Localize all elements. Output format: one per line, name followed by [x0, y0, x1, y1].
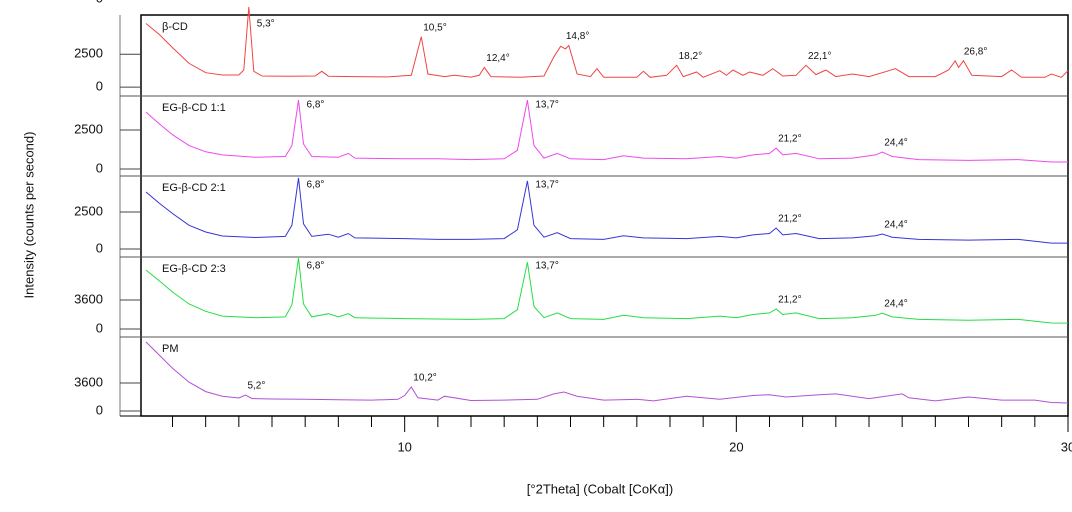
diffraction-line [145, 177, 1068, 244]
y-tick-label: 0 [96, 402, 103, 417]
y-tick-label: 3600 [74, 374, 103, 389]
y-tick-label: 0 [96, 79, 103, 94]
y-tick-label: 2500 [74, 121, 103, 136]
peak-label: 13,7° [535, 261, 558, 272]
series-label: PM [162, 343, 179, 355]
peak-label: 24,4° [884, 299, 907, 310]
y-tick-label: 0 [96, 0, 103, 6]
peak-label: 21,2° [778, 214, 801, 225]
diffraction-line [145, 258, 1069, 324]
peak-label: 21,2° [778, 295, 801, 306]
diffraction-line [145, 341, 1069, 404]
peak-label: 26,8° [964, 46, 987, 57]
peak-label: 13,7° [535, 180, 558, 191]
peak-label: 6,8° [307, 100, 325, 111]
peak-label: 10,5° [423, 22, 446, 33]
y-tick-label: 0 [96, 160, 103, 175]
y-tick-label: 0 [96, 320, 103, 335]
series-label: EG-β-CD 1:1 [162, 102, 226, 114]
peak-label: 18,2° [679, 51, 702, 62]
diffraction-line [145, 6, 1069, 78]
peak-label: 5,3° [257, 19, 275, 30]
y-axis-title: Intensity (counts per second) [21, 132, 36, 299]
peak-label: 12,4° [486, 53, 509, 64]
y-tick-label: 2500 [74, 46, 103, 61]
peak-label: 10,2° [413, 373, 436, 384]
peak-label: 24,4° [884, 220, 907, 231]
series-label: EG-β-CD 2:1 [162, 182, 226, 194]
peak-label: 6,8° [307, 180, 325, 191]
y-tick-label: 2500 [74, 203, 103, 218]
x-tick-label: 30 [1061, 439, 1072, 454]
x-axis-title: [°2Theta] (Cobalt [CoKα]) [527, 481, 673, 496]
peak-label: 14,8° [566, 31, 589, 42]
peak-label: 24,4° [884, 138, 907, 149]
peak-label: 6,8° [307, 261, 325, 272]
y-tick-label: 3600 [74, 291, 103, 306]
series-label: EG-β-CD 2:3 [162, 263, 226, 275]
peak-label: 5,2° [247, 381, 265, 392]
y-tick-label: 0 [96, 240, 103, 255]
peak-label: 13,7° [535, 100, 558, 111]
x-tick-label: 10 [397, 439, 411, 454]
peak-label: 21,2° [778, 134, 801, 145]
peak-label: 22,1° [808, 51, 831, 62]
x-tick-label: 20 [729, 439, 743, 454]
series-label: β-CD [162, 21, 188, 33]
diffraction-line [145, 100, 1068, 163]
plot-frame [140, 14, 1069, 417]
